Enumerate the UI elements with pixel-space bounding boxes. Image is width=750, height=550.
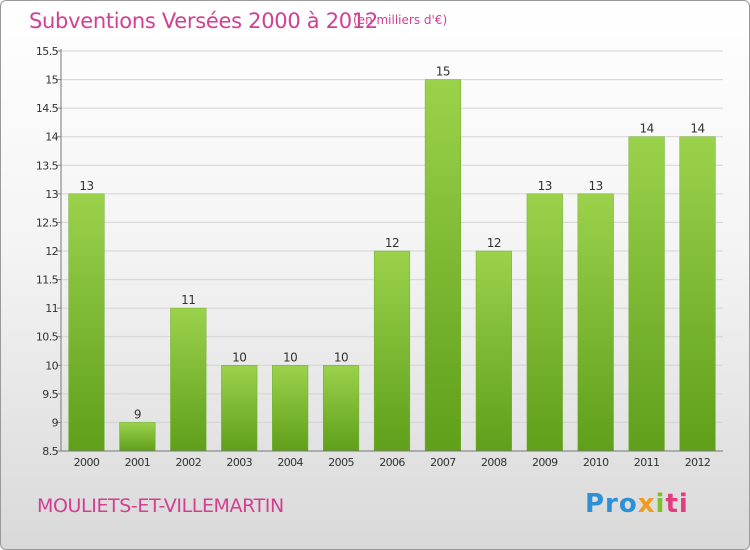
x-tick-label: 2004 xyxy=(277,456,303,469)
bar-value-label: 14 xyxy=(639,122,653,136)
bar-value-label: 14 xyxy=(690,122,704,136)
x-tick-label: 2003 xyxy=(226,456,252,469)
x-tick-label: 2006 xyxy=(379,456,405,469)
x-tick-label: 2008 xyxy=(481,456,507,469)
commune-name: MOULIETS-ET-VILLEMARTIN xyxy=(37,495,284,517)
bar-2010 xyxy=(577,193,614,452)
proxiti-logo: Proxiti xyxy=(585,489,689,519)
x-tick-label: 2002 xyxy=(176,456,202,469)
y-tick-label: 8.5 xyxy=(42,445,58,458)
y-tick-label: 9 xyxy=(52,416,59,429)
y-tick-label: 12.5 xyxy=(36,216,59,229)
x-tick-label: 2010 xyxy=(583,456,609,469)
bar-value-label: 13 xyxy=(79,179,93,193)
y-tick-label: 13 xyxy=(45,188,58,201)
bar-2005 xyxy=(323,365,360,452)
y-tick-label: 14.5 xyxy=(36,102,59,115)
y-tick-label: 11.5 xyxy=(36,274,59,287)
bar-value-label: 10 xyxy=(283,350,297,364)
bar-value-label: 12 xyxy=(385,236,399,250)
bar-2008 xyxy=(475,250,512,452)
bar-2003 xyxy=(221,365,258,452)
x-tick-label: 2009 xyxy=(532,456,558,469)
bar-value-label: 10 xyxy=(334,350,348,364)
y-tick-label: 9.5 xyxy=(42,388,58,401)
bar-value-label: 11 xyxy=(181,293,195,307)
bar-2000 xyxy=(68,193,105,452)
bar-2009 xyxy=(526,193,563,452)
bar-2004 xyxy=(272,365,309,452)
y-tick-label: 13.5 xyxy=(36,159,59,172)
bar-2012 xyxy=(679,136,716,452)
bar-value-label: 10 xyxy=(232,350,246,364)
y-tick-label: 12 xyxy=(45,245,58,258)
bar-value-label: 12 xyxy=(487,236,501,250)
x-tick-label: 2011 xyxy=(634,456,660,469)
bar-2002 xyxy=(170,307,207,452)
bar-2006 xyxy=(373,250,411,452)
bar-2001 xyxy=(119,422,156,452)
y-tick-label: 14 xyxy=(45,131,58,144)
y-tick-label: 15.5 xyxy=(36,45,59,58)
chart-title: Subventions Versées 2000 à 2012 xyxy=(29,9,378,33)
y-tick-label: 10 xyxy=(45,359,58,372)
bar-2011 xyxy=(628,136,665,452)
x-tick-label: 2000 xyxy=(74,456,100,469)
bar-value-label: 13 xyxy=(589,179,603,193)
x-tick-label: 2007 xyxy=(430,456,456,469)
y-tick-label: 11 xyxy=(45,302,58,315)
y-tick-label: 15 xyxy=(45,74,58,87)
bar-2007 xyxy=(424,79,461,452)
x-tick-label: 2012 xyxy=(685,456,711,469)
y-tick-label: 10.5 xyxy=(36,331,59,344)
bar-value-label: 13 xyxy=(538,179,552,193)
x-tick-label: 2001 xyxy=(125,456,151,469)
chart-unit: (en milliers d'€) xyxy=(353,13,448,27)
bar-value-label: 15 xyxy=(436,65,450,79)
bar-value-label: 9 xyxy=(134,407,141,421)
x-tick-label: 2005 xyxy=(328,456,354,469)
